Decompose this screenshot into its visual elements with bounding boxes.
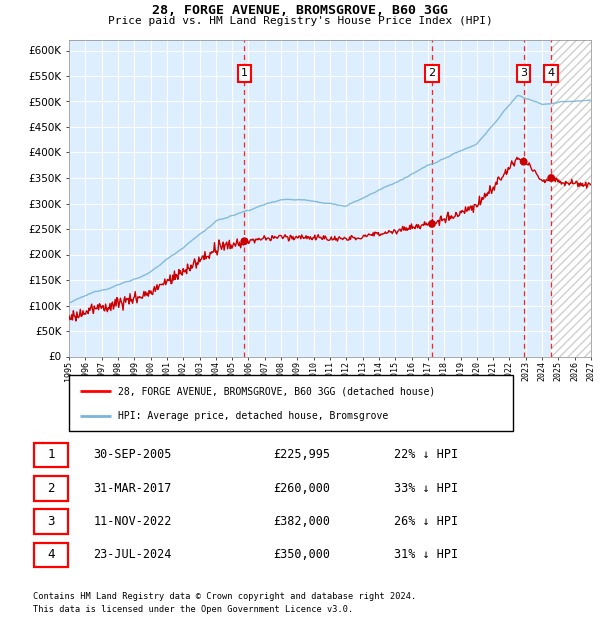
Point [547, 173, 556, 183]
Text: 11-NOV-2022: 11-NOV-2022 [94, 515, 172, 528]
Text: 28, FORGE AVENUE, BROMSGROVE, B60 3GG (detached house): 28, FORGE AVENUE, BROMSGROVE, B60 3GG (d… [118, 386, 435, 396]
Text: 26% ↓ HPI: 26% ↓ HPI [394, 515, 458, 528]
Text: 23-JUL-2024: 23-JUL-2024 [94, 548, 172, 561]
Text: £225,995: £225,995 [273, 448, 330, 461]
Text: 1: 1 [241, 68, 248, 79]
Text: 2: 2 [428, 68, 436, 79]
Point [239, 236, 249, 246]
Text: 33% ↓ HPI: 33% ↓ HPI [394, 482, 458, 495]
Text: 4: 4 [548, 68, 555, 79]
FancyBboxPatch shape [34, 476, 68, 500]
FancyBboxPatch shape [34, 443, 68, 467]
Text: 3: 3 [47, 515, 55, 528]
Text: 22% ↓ HPI: 22% ↓ HPI [394, 448, 458, 461]
Text: 3: 3 [520, 68, 527, 79]
Text: £382,000: £382,000 [273, 515, 330, 528]
FancyBboxPatch shape [69, 375, 513, 431]
FancyBboxPatch shape [34, 510, 68, 534]
Text: 31% ↓ HPI: 31% ↓ HPI [394, 548, 458, 561]
Point [427, 219, 437, 229]
Text: £260,000: £260,000 [273, 482, 330, 495]
Text: HPI: Average price, detached house, Bromsgrove: HPI: Average price, detached house, Brom… [118, 412, 388, 422]
Text: £350,000: £350,000 [273, 548, 330, 561]
Point [519, 157, 529, 167]
FancyBboxPatch shape [34, 542, 68, 567]
Text: 1: 1 [47, 448, 55, 461]
Text: 31-MAR-2017: 31-MAR-2017 [94, 482, 172, 495]
Text: Contains HM Land Registry data © Crown copyright and database right 2024.: Contains HM Land Registry data © Crown c… [33, 592, 416, 601]
Text: This data is licensed under the Open Government Licence v3.0.: This data is licensed under the Open Gov… [33, 604, 353, 614]
Text: 2: 2 [47, 482, 55, 495]
Text: 28, FORGE AVENUE, BROMSGROVE, B60 3GG: 28, FORGE AVENUE, BROMSGROVE, B60 3GG [152, 4, 448, 17]
Text: Price paid vs. HM Land Registry's House Price Index (HPI): Price paid vs. HM Land Registry's House … [107, 16, 493, 26]
Text: 30-SEP-2005: 30-SEP-2005 [94, 448, 172, 461]
Text: 4: 4 [47, 548, 55, 561]
